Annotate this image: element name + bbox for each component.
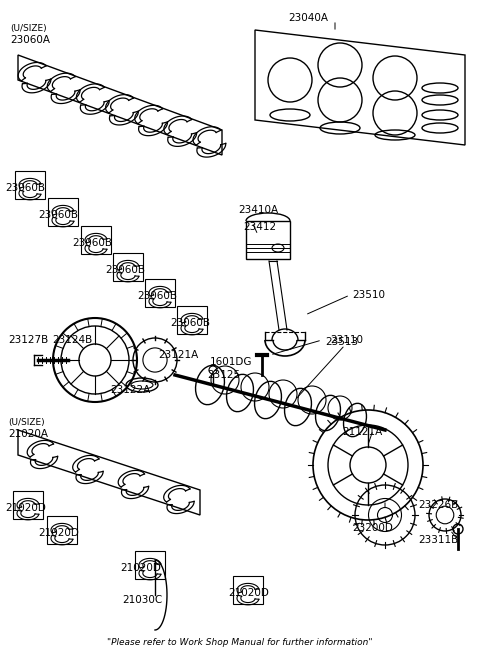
Text: 23110: 23110	[330, 335, 363, 345]
Bar	[113, 253, 143, 281]
Text: 23226B: 23226B	[418, 500, 458, 510]
Text: (U/SIZE): (U/SIZE)	[10, 24, 47, 33]
Text: 23127B: 23127B	[8, 335, 48, 345]
Text: 21121A: 21121A	[342, 427, 382, 437]
Text: 23311B: 23311B	[418, 535, 458, 545]
Text: 23060B: 23060B	[170, 318, 210, 328]
Text: 21030C: 21030C	[122, 595, 162, 605]
Bar	[145, 279, 175, 307]
Text: 21020D: 21020D	[38, 528, 79, 538]
Bar	[135, 551, 165, 579]
Text: 23122A: 23122A	[110, 385, 150, 395]
Bar	[48, 198, 78, 226]
Text: 21020D: 21020D	[120, 563, 161, 573]
Text: 21020D: 21020D	[228, 588, 269, 598]
Text: 21020D: 21020D	[5, 503, 46, 513]
Text: 23513: 23513	[325, 337, 358, 347]
Text: 23125: 23125	[207, 370, 240, 380]
Text: 23060B: 23060B	[105, 265, 145, 275]
Text: 21020A: 21020A	[8, 429, 48, 439]
Text: (U/SIZE): (U/SIZE)	[8, 417, 45, 426]
Bar	[13, 491, 43, 519]
Bar	[177, 306, 207, 334]
Text: 23040A: 23040A	[288, 13, 328, 23]
Text: 23121A: 23121A	[158, 350, 198, 360]
Bar	[246, 221, 290, 259]
Text: 23060A: 23060A	[10, 35, 50, 45]
Bar	[233, 576, 263, 604]
Text: "Please refer to Work Shop Manual for further information": "Please refer to Work Shop Manual for fu…	[107, 638, 373, 647]
Text: 23200D: 23200D	[352, 523, 393, 533]
Text: 23060B: 23060B	[38, 210, 78, 220]
Bar	[81, 226, 111, 254]
Text: 23060B: 23060B	[5, 183, 45, 193]
Bar	[15, 171, 45, 199]
Text: 23410A: 23410A	[238, 205, 278, 215]
Text: 1601DG: 1601DG	[210, 357, 252, 367]
Bar	[47, 516, 77, 544]
Text: 23124B: 23124B	[52, 335, 92, 345]
Text: 23412: 23412	[243, 222, 276, 232]
Text: 23060B: 23060B	[72, 238, 112, 248]
Text: 23060B: 23060B	[137, 291, 177, 301]
Text: 23510: 23510	[352, 290, 385, 300]
